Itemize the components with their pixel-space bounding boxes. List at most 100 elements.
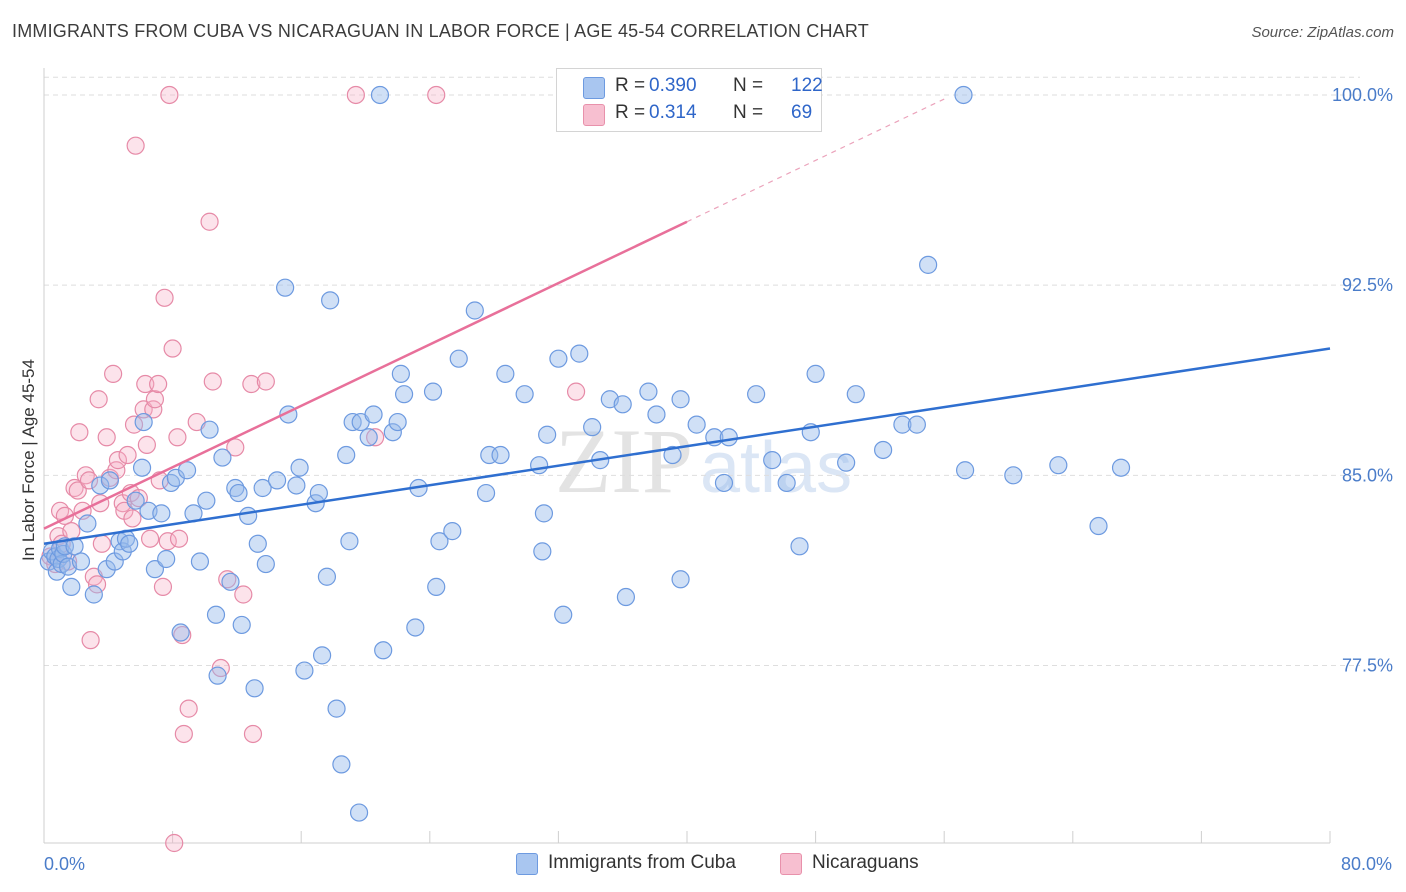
point-cuba bbox=[200, 420, 219, 439]
point-cuba bbox=[383, 423, 402, 442]
grid-lines bbox=[44, 76, 1360, 666]
point-cuba bbox=[647, 405, 666, 424]
point-cuba bbox=[747, 385, 766, 404]
point-nicaraguan bbox=[129, 489, 148, 508]
point-cuba bbox=[370, 85, 390, 105]
point-nicaraguan bbox=[242, 374, 261, 394]
point-cuba bbox=[534, 504, 554, 523]
point-nicaraguan bbox=[108, 451, 128, 470]
y-tick-label: 77.5% bbox=[1342, 656, 1393, 676]
point-cuba bbox=[954, 85, 973, 105]
point-cuba bbox=[206, 605, 226, 624]
point-cuba bbox=[312, 646, 332, 665]
point-nicaraguan bbox=[427, 85, 446, 105]
point-cuba bbox=[65, 537, 84, 556]
point-nicaraguan bbox=[118, 445, 137, 465]
point-cuba bbox=[295, 661, 314, 680]
point-cuba bbox=[78, 514, 97, 533]
point-cuba bbox=[893, 415, 912, 434]
point-nicaraguan bbox=[126, 136, 145, 155]
legend-n-label: N = bbox=[733, 102, 764, 123]
point-cuba bbox=[248, 534, 267, 553]
point-cuba bbox=[256, 554, 275, 574]
point-nicaraguan bbox=[566, 382, 586, 401]
point-cuba bbox=[391, 364, 410, 383]
point-cuba bbox=[583, 418, 602, 437]
point-nicaraguan bbox=[165, 833, 184, 853]
bottom-legend-swatch-nicaraguans bbox=[780, 853, 802, 875]
bottom-legend-label-cuba: Immigrants from Cuba bbox=[548, 852, 736, 873]
point-cuba bbox=[152, 504, 171, 523]
point-cuba bbox=[327, 699, 346, 718]
point-nicaraguan bbox=[226, 438, 245, 457]
point-cuba bbox=[955, 461, 975, 480]
point-nicaraguan bbox=[179, 699, 198, 718]
legend-swatch-cuba bbox=[583, 77, 605, 99]
point-nicaraguan bbox=[87, 575, 107, 594]
point-cuba bbox=[806, 364, 825, 383]
point-nicaraguan bbox=[92, 534, 111, 553]
point-cuba bbox=[208, 666, 227, 685]
point-cuba bbox=[616, 587, 636, 607]
point-cuba bbox=[290, 458, 309, 477]
point-cuba bbox=[496, 364, 515, 383]
legend-r-value: 0.390 bbox=[649, 75, 697, 96]
trend-line-cuba bbox=[43, 347, 1331, 546]
point-cuba bbox=[321, 291, 340, 310]
point-cuba bbox=[846, 385, 865, 404]
point-cuba bbox=[332, 755, 351, 774]
point-nicaraguan bbox=[65, 478, 84, 498]
point-cuba bbox=[570, 344, 589, 363]
point-nicaraguan bbox=[62, 522, 81, 541]
point-nicaraguan bbox=[234, 585, 253, 604]
point-cuba bbox=[554, 605, 573, 624]
source-label: Source: ZipAtlas.com bbox=[1251, 24, 1394, 41]
point-cuba bbox=[874, 440, 893, 460]
point-nicaraguan bbox=[76, 466, 95, 485]
point-nicaraguan bbox=[163, 339, 182, 358]
point-cuba bbox=[276, 278, 295, 297]
point-cuba bbox=[1089, 516, 1108, 536]
point-nicaraguan bbox=[137, 435, 156, 454]
point-nicaraguan bbox=[200, 212, 219, 231]
point-cuba bbox=[359, 428, 378, 447]
point-cuba bbox=[763, 451, 782, 470]
point-nicaraguan bbox=[79, 471, 99, 490]
point-cuba bbox=[613, 395, 632, 414]
point-nicaraguan bbox=[153, 577, 173, 596]
point-cuba bbox=[213, 448, 232, 467]
point-nicaraguan bbox=[123, 509, 142, 528]
point-nicaraguan bbox=[158, 532, 177, 551]
point-cuba bbox=[337, 445, 356, 465]
point-nicaraguan bbox=[203, 372, 222, 391]
point-cuba bbox=[340, 532, 359, 551]
point-cuba bbox=[465, 301, 484, 320]
point-cuba bbox=[530, 456, 549, 475]
point-cuba bbox=[671, 390, 690, 409]
legend-swatch-nicaraguans bbox=[583, 104, 605, 126]
point-cuba bbox=[62, 577, 81, 596]
point-cuba bbox=[430, 532, 449, 551]
point-cuba bbox=[538, 425, 557, 444]
point-cuba bbox=[777, 473, 796, 493]
point-cuba bbox=[161, 473, 181, 493]
point-cuba bbox=[443, 522, 462, 541]
tick-labels: 77.5% 85.0% 92.5% 100.0% 0.0% 80.0% bbox=[44, 85, 1393, 874]
point-cuba bbox=[549, 349, 568, 368]
point-nicaraguan bbox=[155, 288, 174, 307]
point-cuba bbox=[837, 453, 856, 472]
point-cuba bbox=[226, 478, 245, 498]
point-cuba bbox=[317, 567, 337, 586]
point-cuba bbox=[364, 405, 383, 424]
point-cuba bbox=[790, 537, 809, 556]
x-tick-label: 80.0% bbox=[1341, 854, 1392, 874]
legend-r-value: 0.314 bbox=[649, 102, 697, 123]
y-tick-label: 100.0% bbox=[1332, 85, 1393, 105]
point-cuba bbox=[349, 803, 369, 822]
point-nicaraguan bbox=[346, 85, 365, 105]
point-cuba bbox=[190, 552, 210, 571]
point-cuba bbox=[100, 471, 120, 490]
point-cuba bbox=[719, 428, 738, 447]
point-cuba bbox=[145, 560, 165, 579]
